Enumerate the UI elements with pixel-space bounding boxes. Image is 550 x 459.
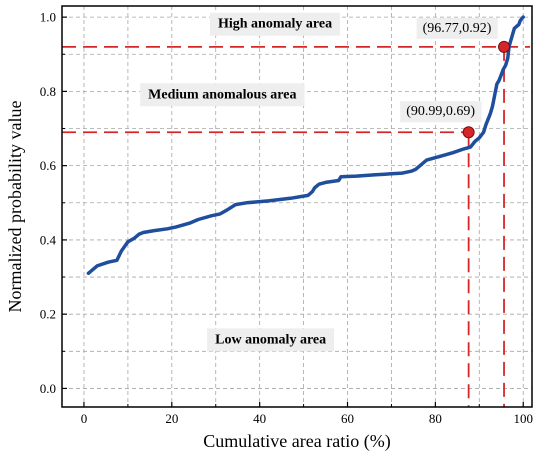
highlight-point (498, 40, 511, 53)
x-tick-label: 20 (165, 411, 178, 426)
point-label: (90.99,0.69) (400, 101, 482, 123)
y-tick-label: 0.2 (40, 307, 56, 322)
region-label-bg (140, 83, 305, 107)
point-label-bg (416, 17, 498, 39)
y-tick-label: 0.8 (40, 84, 56, 99)
point-label-text: (96.77,0.92) (423, 21, 492, 36)
series-line (86, 15, 525, 276)
x-tick-label: 0 (81, 411, 88, 426)
plot-frame (61, 5, 533, 408)
region-label-bg (207, 328, 335, 352)
region-label-text: Medium anomalous area (148, 87, 296, 102)
x-axis-title: Cumulative area ratio (%) (203, 431, 390, 452)
point-label-bg (400, 101, 482, 123)
y-axis-title: Normalized probability value (5, 101, 25, 313)
highlight-point (462, 126, 475, 139)
points-layer: (90.99,0.69) (96.77,0.92) (400, 17, 511, 139)
point-label: (96.77,0.92) (416, 17, 498, 39)
y-axis: 0.0 0.2 0.4 0.6 0.8 1.0 (40, 10, 67, 396)
y-tick-label: 0.0 (40, 381, 56, 396)
y-tick-label: 0.4 (40, 232, 57, 247)
guide-lines (62, 45, 530, 407)
point-label-text: (90.99,0.69) (406, 104, 475, 119)
y-tick-label: 1.0 (40, 10, 56, 25)
region-labels: High anomaly area Medium anomalous area Lo… (140, 12, 341, 352)
x-tick-label: 40 (253, 411, 266, 426)
x-tick-label: 100 (513, 411, 533, 426)
x-tick-label: 60 (341, 411, 354, 426)
region-label-bg (209, 12, 341, 36)
x-tick-label: 80 (429, 411, 442, 426)
region-label: Low anomaly area (207, 328, 335, 352)
y-tick-label: 0.6 (40, 158, 57, 173)
region-label: High anomaly area (209, 12, 341, 36)
region-label-text: High anomaly area (218, 17, 332, 32)
series-layer (86, 15, 525, 276)
x-axis: 0 20 40 60 80 100 (81, 402, 533, 426)
region-label-text: Low anomaly area (215, 332, 326, 347)
region-label: Medium anomalous area (140, 83, 305, 107)
